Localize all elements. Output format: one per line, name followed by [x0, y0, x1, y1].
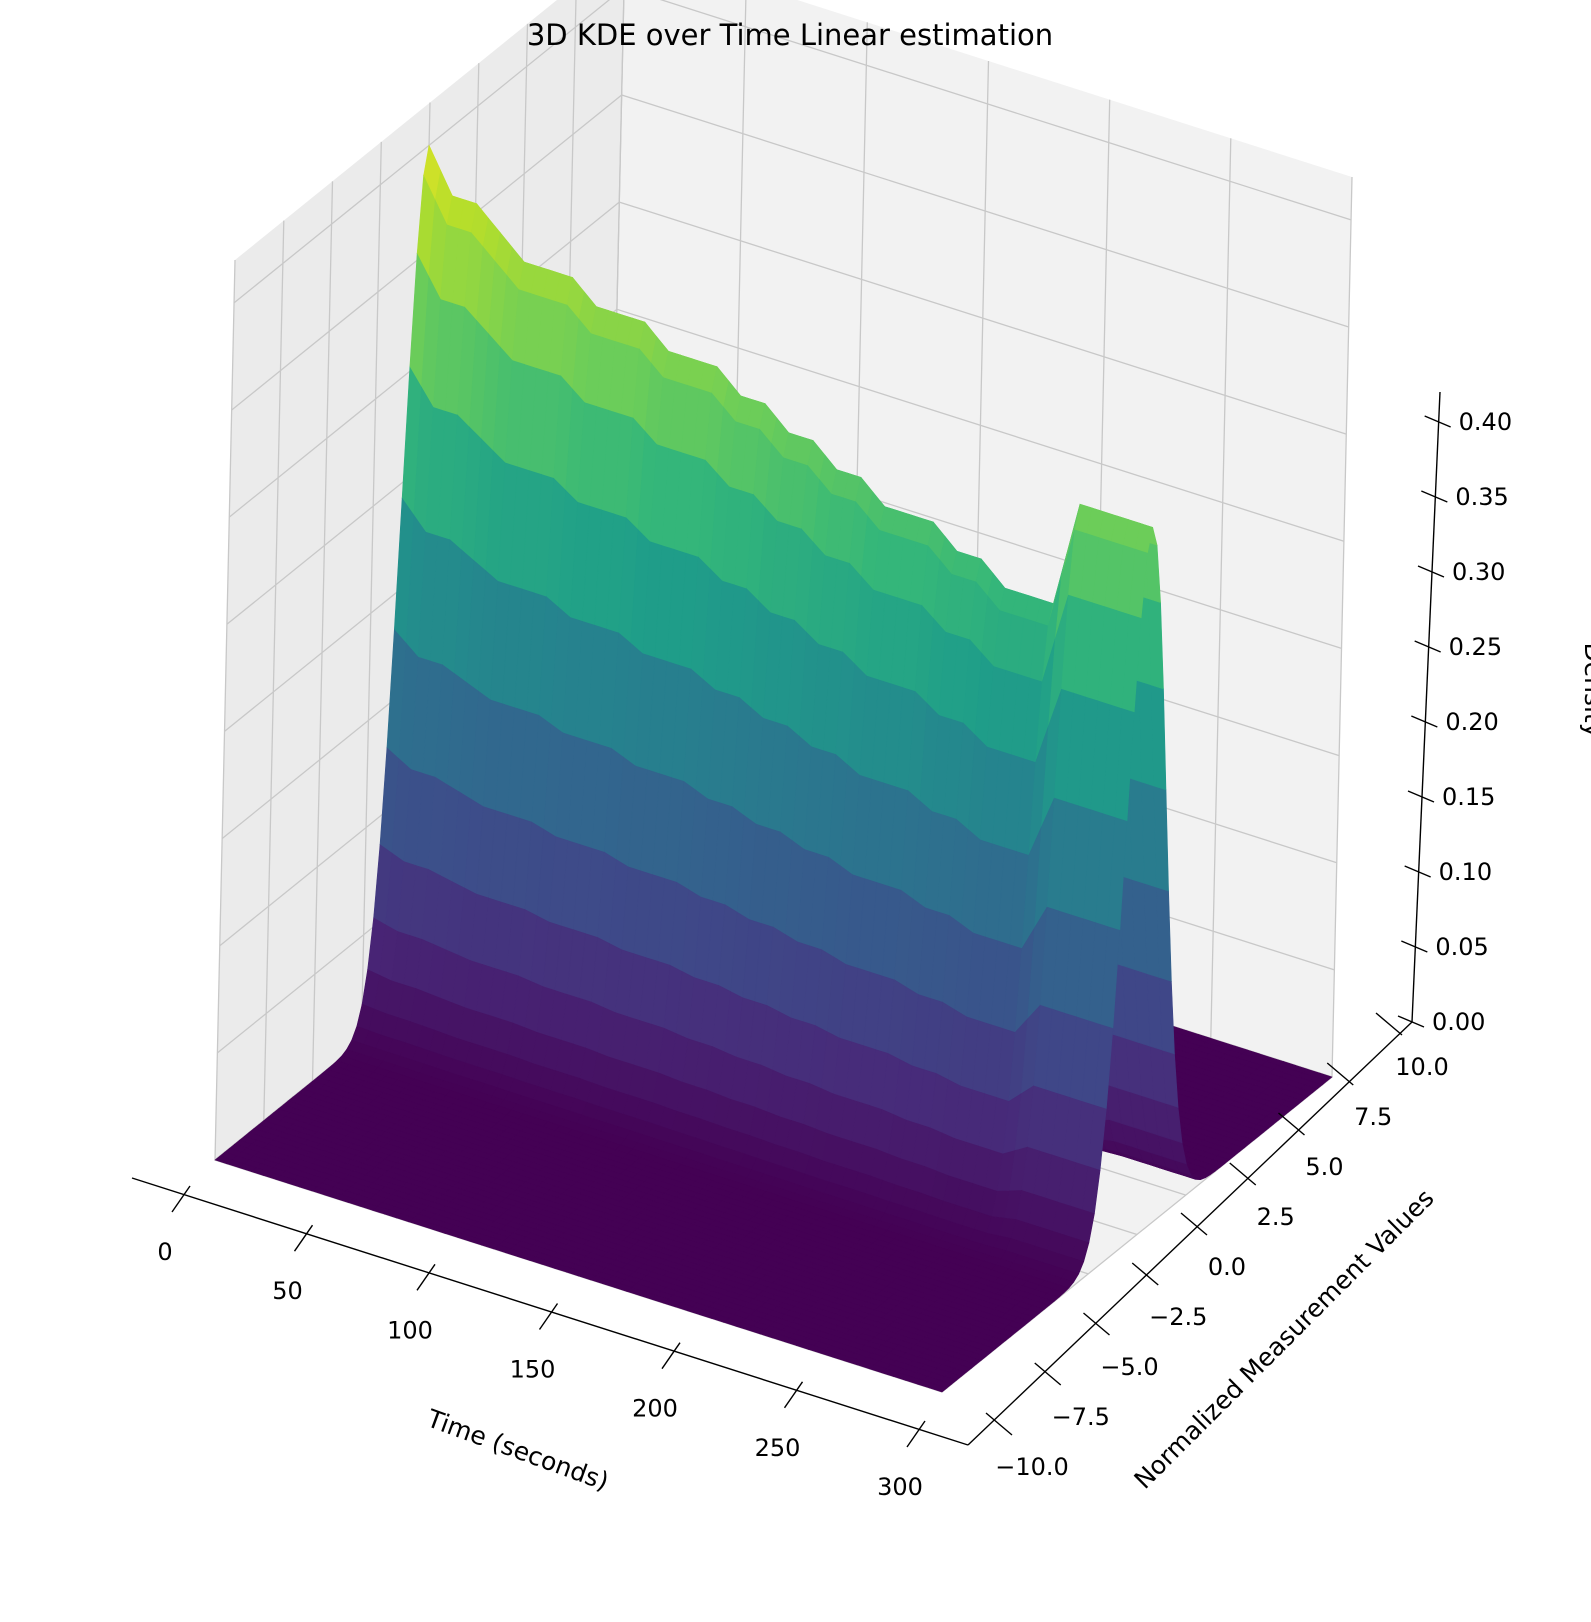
y-tick-label: −2.5: [1149, 1303, 1207, 1331]
z-tick-label: 0.15: [1442, 783, 1495, 811]
z-tick-label: 0.40: [1459, 408, 1512, 436]
z-tick-label: 0.00: [1432, 1008, 1485, 1036]
surface-facet: [1151, 684, 1167, 791]
y-tick-label: −10.0: [995, 1453, 1069, 1481]
x-tick-mark: [906, 1420, 926, 1448]
x-tick-mark: [661, 1342, 681, 1370]
x-tick-label: 150: [510, 1356, 556, 1384]
y-tick-label: 5.0: [1305, 1153, 1343, 1181]
z-tick-mark: [1401, 940, 1428, 953]
z-tick-label: 0.30: [1452, 558, 1505, 586]
z-tick-mark: [1424, 415, 1451, 428]
x-tick-label: 300: [877, 1473, 923, 1501]
grid-line-z: [233, 0, 1352, 304]
z-tick-mark: [1411, 715, 1438, 728]
y-tick-label: 0.0: [1208, 1253, 1246, 1281]
z-tick-label: 0.05: [1435, 933, 1488, 961]
x-tick-mark: [416, 1263, 436, 1291]
x-tick-label: 250: [755, 1434, 801, 1462]
grid-line-z: [228, 201, 1347, 518]
z-tick-label: 0.25: [1449, 633, 1502, 661]
z-tick-mark: [1407, 790, 1435, 803]
y-tick-label: 7.5: [1354, 1103, 1392, 1131]
chart-title: 3D KDE over Time Linear estimation: [527, 18, 1053, 52]
z-tick-mark: [1421, 490, 1448, 503]
x-tick-mark: [783, 1381, 804, 1409]
grid-line-z: [231, 94, 1349, 411]
y-tick-label: −5.0: [1100, 1353, 1158, 1381]
x-tick-label: 50: [272, 1277, 303, 1305]
kde-surface: [214, 144, 1333, 1393]
z-tick-mark: [1397, 1015, 1425, 1028]
z-axis-line: [1411, 391, 1441, 1023]
y-tick-mark: [1034, 1362, 1062, 1386]
z-tick-label: 0.10: [1439, 858, 1492, 886]
z-tick-mark: [1414, 640, 1441, 653]
y-tick-label: 2.5: [1257, 1203, 1295, 1231]
y-tick-label: −7.5: [1052, 1403, 1110, 1431]
x-axis-label: Time (seconds): [422, 1403, 612, 1496]
y-tick-mark: [1180, 1212, 1208, 1236]
y-tick-mark: [1278, 1112, 1305, 1136]
z-axis-label: Density: [1579, 642, 1591, 737]
surface-facet: [1156, 886, 1172, 982]
y-tick-mark: [1131, 1262, 1159, 1286]
surface-facet: [1153, 785, 1169, 892]
z-tick-label: 0.35: [1455, 483, 1508, 511]
y-tick-label: 10.0: [1395, 1053, 1448, 1081]
x-tick-label: 0: [157, 1238, 172, 1266]
x-tick-label: 200: [632, 1395, 678, 1423]
x-tick-mark: [538, 1303, 559, 1330]
z-tick-mark: [1417, 565, 1445, 578]
grid-line-z: [226, 308, 1345, 625]
x-tick-mark: [171, 1185, 191, 1213]
x-tick-mark: [293, 1224, 314, 1252]
z-tick-mark: [1404, 865, 1431, 878]
x-tick-label: 100: [387, 1316, 433, 1344]
z-tick-label: 0.20: [1445, 708, 1498, 736]
